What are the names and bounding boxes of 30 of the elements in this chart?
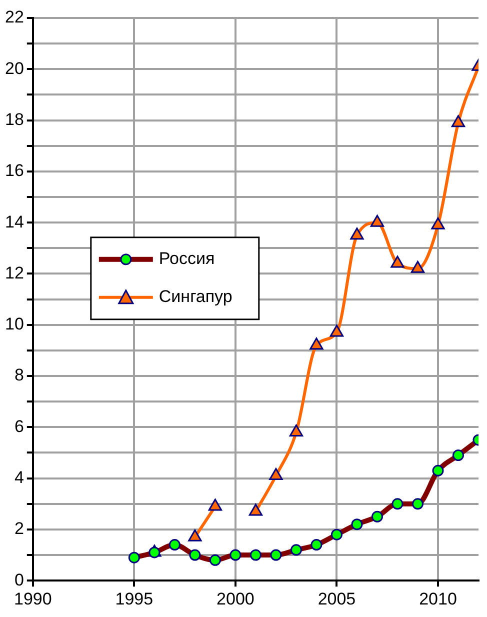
y-tick-label: 18 — [4, 110, 24, 129]
point — [289, 424, 304, 437]
point — [370, 214, 384, 227]
x-tick-label: 2010 — [419, 589, 457, 608]
legend-label: Россия — [158, 249, 215, 268]
point — [410, 260, 425, 273]
point — [350, 228, 364, 240]
y-tick-label: 0 — [14, 570, 24, 590]
x-tick-label: 1990 — [14, 589, 52, 608]
x-tick-label: 2000 — [216, 589, 254, 608]
y-tick-label: 16 — [4, 161, 24, 180]
point — [330, 324, 344, 337]
y-tick-label: 6 — [14, 416, 24, 436]
point — [208, 498, 222, 511]
point — [390, 256, 404, 268]
y-tick-label: 12 — [4, 263, 24, 282]
y-tick-label: 10 — [4, 314, 24, 334]
point — [431, 217, 445, 230]
point — [451, 115, 466, 128]
point — [310, 338, 324, 350]
point — [269, 468, 283, 480]
y-tick-label: 2 — [14, 519, 24, 538]
x-tick-label: 1995 — [115, 589, 154, 608]
y-tick-label: 22 — [4, 8, 24, 27]
y-tick-label: 8 — [14, 366, 24, 385]
x-tick-label: 2005 — [318, 589, 356, 608]
y-tick-label: 20 — [4, 58, 24, 78]
legend-label: Сингапур — [158, 287, 232, 306]
y-tick-label: 14 — [4, 212, 24, 232]
y-tick-label: 4 — [14, 468, 24, 487]
